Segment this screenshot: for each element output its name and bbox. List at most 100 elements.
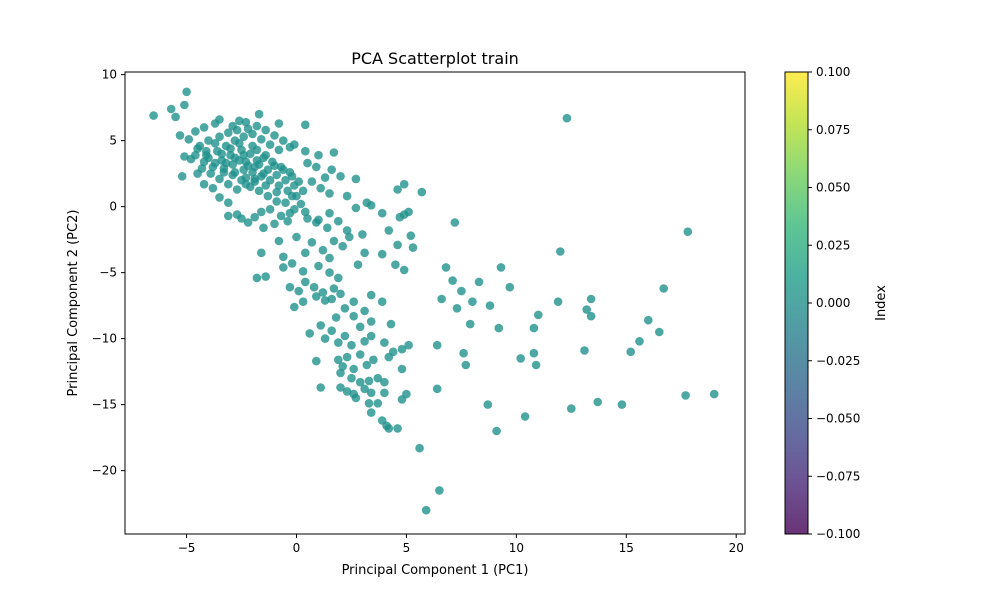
data-point: [334, 338, 343, 347]
data-point: [329, 148, 339, 157]
data-point: [323, 223, 332, 233]
data-point: [516, 354, 525, 363]
data-point: [384, 352, 394, 362]
data-point: [287, 259, 297, 268]
colorbar-tick-label: 0.050: [816, 181, 850, 195]
data-point: [450, 218, 460, 227]
data-point: [279, 136, 288, 145]
data-point: [294, 177, 304, 186]
data-point: [347, 340, 356, 350]
data-point: [241, 157, 251, 167]
data-point: [457, 286, 466, 296]
points-layer: [149, 87, 719, 515]
x-tick-label: 0: [293, 541, 301, 555]
data-point: [274, 181, 284, 190]
colorbar-tick-label: −0.075: [816, 469, 860, 483]
data-point: [384, 226, 394, 235]
colorbar-tick-label: −0.100: [816, 527, 860, 541]
data-point: [496, 263, 506, 272]
data-point: [261, 272, 271, 281]
data-point: [505, 282, 515, 292]
data-point: [309, 282, 319, 292]
data-point: [250, 162, 259, 172]
data-point: [232, 185, 242, 194]
data-point: [243, 218, 253, 227]
data-point: [180, 152, 189, 161]
data-point: [312, 162, 321, 172]
data-point: [373, 373, 383, 383]
data-point: [224, 128, 233, 137]
data-point: [320, 173, 330, 182]
data-point: [250, 174, 259, 184]
data-point: [206, 169, 215, 178]
data-point: [325, 268, 334, 277]
data-point: [395, 212, 405, 222]
data-point: [261, 125, 271, 135]
data-point: [586, 294, 596, 304]
data-point: [265, 175, 275, 185]
data-point: [441, 263, 451, 272]
data-point: [369, 355, 378, 365]
data-point: [553, 297, 563, 307]
data-point: [199, 157, 209, 167]
data-point: [265, 140, 275, 149]
x-axis-ticks: −5 0 5 10 15 20: [178, 534, 744, 555]
data-point: [312, 356, 321, 366]
data-point: [298, 186, 308, 196]
data-point: [366, 331, 376, 341]
data-point: [204, 136, 213, 145]
data-point: [334, 216, 343, 226]
data-point: [320, 296, 330, 305]
data-point: [338, 362, 348, 371]
data-point: [338, 241, 348, 251]
data-point: [562, 113, 572, 123]
data-point: [320, 334, 330, 343]
data-point: [195, 141, 205, 151]
data-point: [199, 179, 209, 189]
data-point: [391, 260, 400, 270]
data-point: [485, 301, 495, 310]
data-point: [474, 277, 484, 287]
data-point: [461, 360, 471, 370]
data-point: [254, 109, 264, 119]
data-point: [239, 132, 248, 141]
data-point: [448, 276, 457, 285]
data-point: [235, 116, 244, 126]
data-point: [593, 397, 602, 407]
plot-frame: [124, 71, 746, 535]
data-point: [298, 297, 308, 307]
data-point: [184, 135, 194, 144]
data-point: [217, 149, 226, 159]
data-point: [325, 189, 334, 198]
data-point: [329, 236, 339, 246]
y-tick-label: −10: [92, 332, 117, 346]
data-point: [294, 286, 304, 296]
y-tick-label: 5: [109, 134, 117, 148]
data-point: [415, 443, 424, 453]
data-point: [281, 198, 290, 207]
data-point: [377, 249, 387, 259]
data-point: [301, 146, 310, 156]
data-point: [393, 424, 402, 433]
data-point: [406, 231, 416, 240]
data-point: [287, 172, 297, 181]
data-point: [377, 208, 387, 218]
data-point: [230, 153, 240, 163]
data-point: [246, 182, 255, 192]
data-point: [219, 168, 229, 177]
data-point: [239, 150, 248, 160]
data-point: [316, 321, 326, 330]
data-point: [270, 161, 279, 170]
data-point: [318, 288, 328, 297]
data-point: [281, 175, 290, 185]
data-point: [534, 310, 543, 320]
data-point: [246, 149, 255, 159]
data-point: [208, 183, 218, 193]
data-point: [452, 304, 462, 313]
data-point: [292, 191, 301, 201]
data-point: [274, 119, 284, 128]
data-point: [303, 158, 312, 168]
y-axis-label: Principal Component 2 (PC2): [66, 210, 81, 397]
data-point: [362, 360, 372, 370]
data-point: [252, 121, 262, 131]
